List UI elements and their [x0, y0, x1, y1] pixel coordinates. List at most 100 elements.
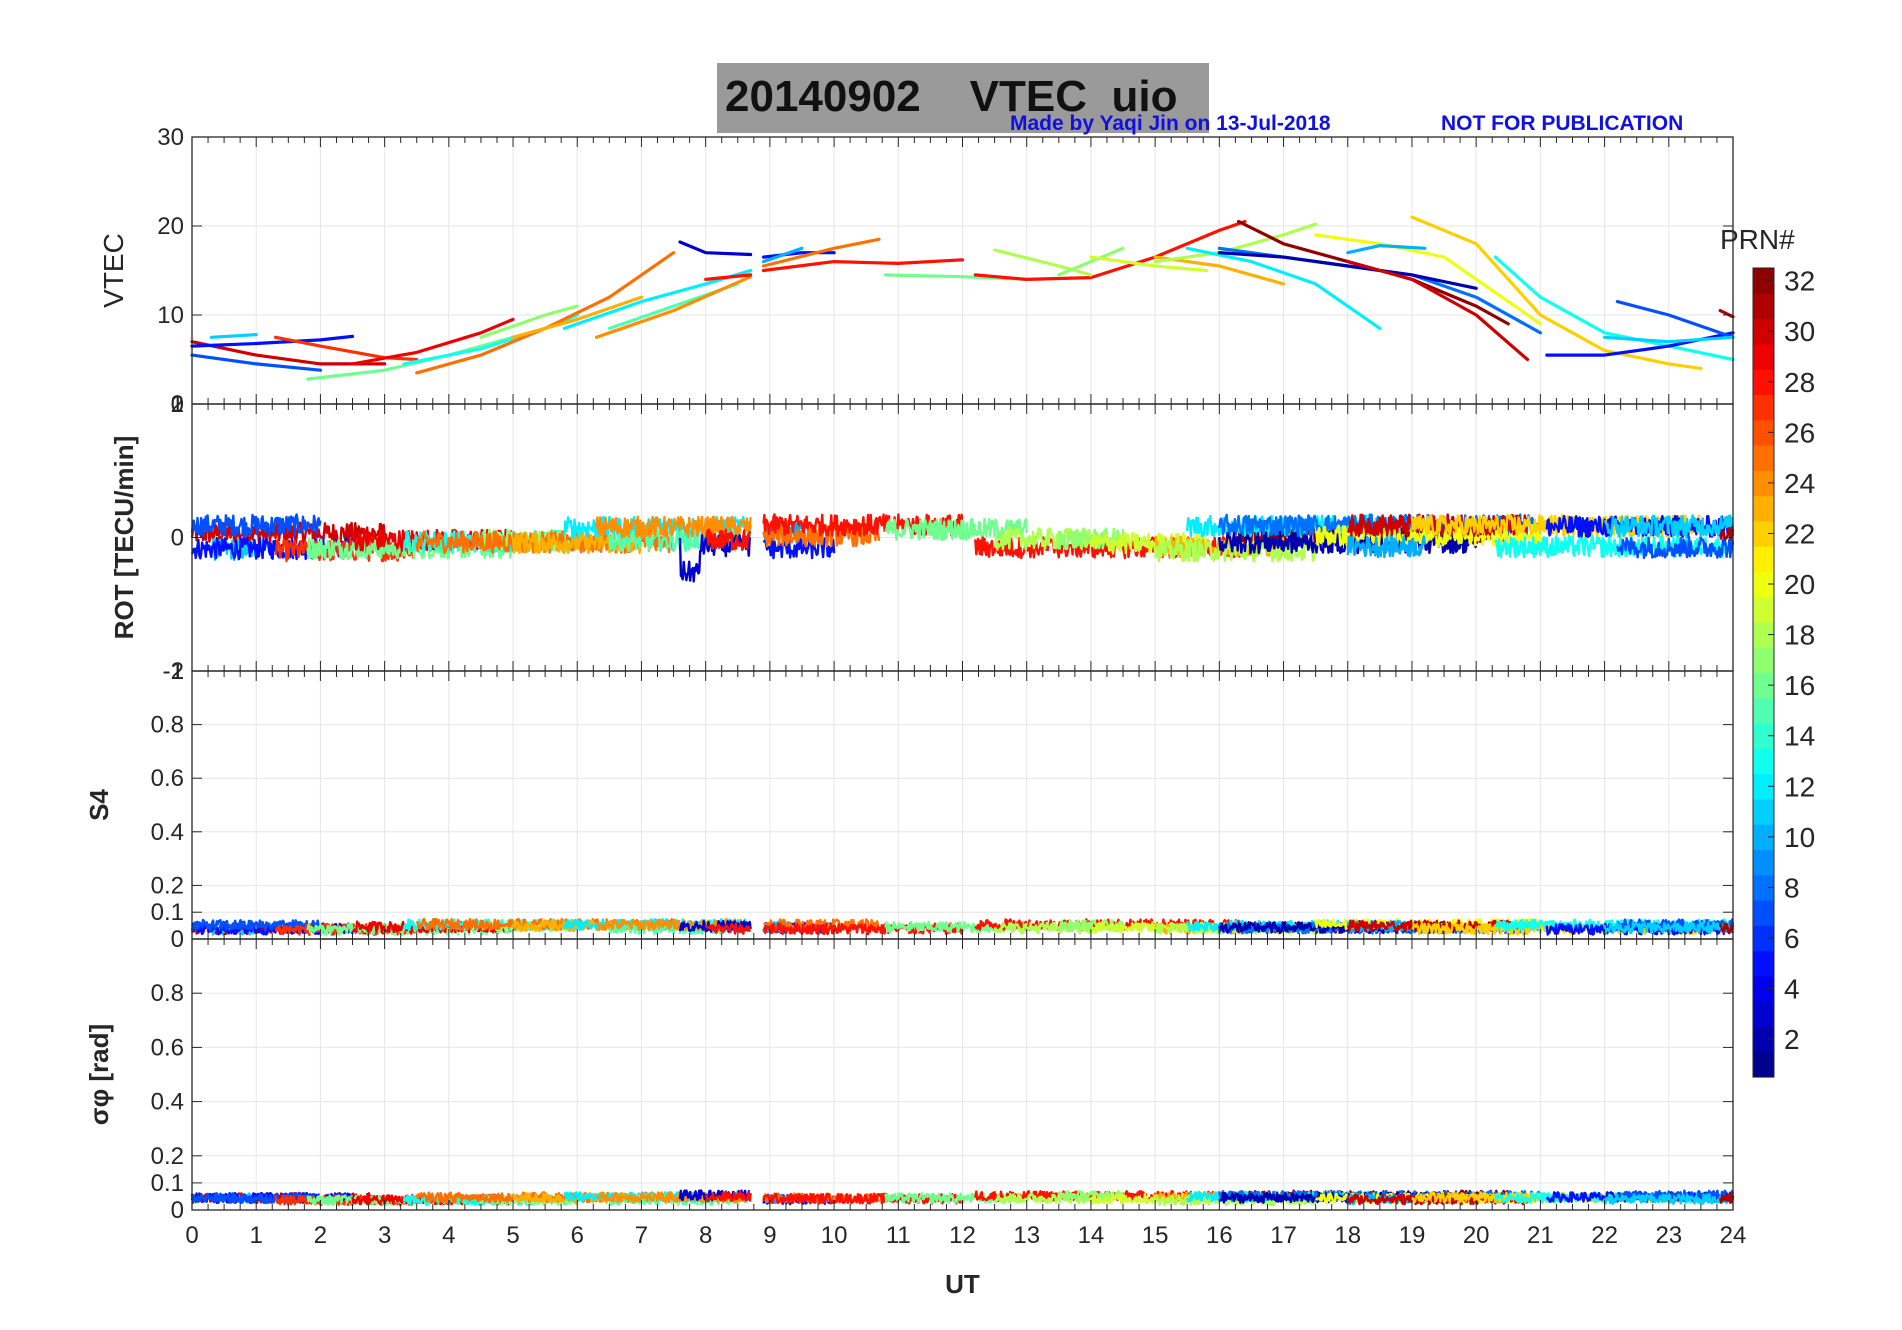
y-tick-label: 10: [157, 302, 184, 329]
colorbar-segment: [1753, 343, 1774, 370]
vtec-line-prn-11: [209, 333, 258, 339]
colorbar-segment: [1753, 546, 1774, 572]
x-tick-label: 18: [1334, 1222, 1361, 1249]
rot-trace-prn-11: [1603, 514, 1735, 538]
colorbar-tick-label: 18: [1784, 620, 1815, 651]
x-tick-label: 5: [506, 1222, 519, 1249]
y-tick-label: 0: [171, 391, 184, 418]
colorbar-segment: [1753, 748, 1774, 775]
sig-x-ticks: [191, 939, 1734, 1210]
s4-trace-prn-31: [1719, 922, 1735, 934]
x-tick-label: 6: [571, 1222, 584, 1249]
s4-trace-prn-24: [596, 918, 752, 932]
colorbar-segment: [1753, 369, 1774, 396]
x-tick-label: 16: [1206, 1222, 1233, 1249]
x-tick-label: 17: [1270, 1222, 1297, 1249]
panel-s4: 00.10.2 0.4 0.6 0.8 1 S4: [84, 658, 1735, 953]
x-tick-label: 1: [250, 1222, 263, 1249]
x-tick-label: 10: [821, 1222, 848, 1249]
x-tick-label: 8: [699, 1222, 712, 1249]
y-tick-label-overlap: -2: [163, 658, 184, 685]
colorbar-segment: [1753, 773, 1774, 800]
colorbar-segment: [1753, 571, 1774, 598]
x-tick-label: 21: [1527, 1222, 1554, 1249]
rot-y-label: ROT [TECU/min]: [109, 436, 139, 640]
x-tick-label: 22: [1591, 1222, 1618, 1249]
x-axis-label: UT: [945, 1269, 980, 1299]
colorbar-tick-label: 2: [1784, 1024, 1800, 1055]
colorbar-segment: [1753, 798, 1774, 825]
colorbar-segment: [1753, 495, 1774, 522]
colorbar-tick-label: 26: [1784, 417, 1815, 448]
colorbar-tick-label: 12: [1784, 771, 1815, 802]
x-tick-label: 4: [442, 1222, 455, 1249]
colorbar-segment: [1753, 1001, 1774, 1028]
vtec-line-prn-11: [1602, 335, 1735, 344]
colorbar-segment: [1753, 647, 1774, 674]
colorbar-tick-label: 20: [1784, 569, 1815, 600]
vtec-line-prn-23: [511, 295, 644, 339]
colorbar-frame: [1752, 267, 1775, 1078]
s4-gridlines: [192, 671, 1733, 939]
rot-trace-prn-18: [1153, 539, 1317, 563]
colorbar-segment: [1753, 925, 1774, 952]
y-tick-label: 0: [171, 926, 184, 953]
x-tick-labels: 0 1 2 3 4 5 6 7 8 9 10 11 12 13 14 15 16 17 18 19 20 21 22 23 24: [185, 1222, 1746, 1249]
panel-vtec: 0 10 20 30 VTEC: [98, 124, 1735, 418]
colorbar-segment: [1753, 318, 1774, 345]
x-tick-label: 2: [314, 1222, 327, 1249]
vtec-line-prn-12: [1185, 246, 1382, 330]
colorbar-segment: [1753, 1051, 1774, 1078]
vtec-line-prn-28: [973, 219, 1247, 281]
colorbar-segment: [1753, 596, 1774, 623]
y-tick-label: 30: [157, 124, 184, 151]
x-tick-label: 11: [886, 1222, 911, 1249]
vtec-line-prn-29: [350, 317, 515, 366]
s4-trace-prn-28: [763, 922, 964, 936]
y-tick-label: 0.1: [151, 1170, 184, 1197]
vtec-line-prn-28: [761, 258, 965, 273]
s4-y-label: S4: [84, 789, 114, 821]
colorbar-tick-label: 6: [1784, 923, 1800, 954]
credit-author: Made by Yaqi Jin on 13-Jul-2018: [1010, 112, 1331, 135]
x-tick-label: 3: [378, 1222, 391, 1249]
vtec-line-prn-17: [479, 304, 579, 339]
vtec-line-prn-30: [1346, 260, 1530, 362]
vtec-line-prn-13: [402, 313, 579, 366]
colorbar-segment: [1753, 520, 1774, 547]
vtec-line-prn-18: [992, 248, 1093, 277]
vtec-x-ticks: [191, 137, 1734, 404]
x-tick-label: 19: [1399, 1222, 1426, 1249]
y-tick-label: 0.4: [151, 1089, 184, 1116]
vtec-line-prn-7: [1615, 300, 1735, 339]
rot-trace-prn-7: [1616, 535, 1735, 560]
vtec-gridlines: [192, 137, 1733, 404]
vtec-line-prn-25: [761, 237, 881, 268]
vtec-line-prn-17: [1057, 246, 1125, 277]
title-box: [717, 63, 1209, 133]
rot-trace-prn-7: [190, 513, 322, 537]
y-tick-label: 0: [171, 1197, 184, 1224]
colorbar-tick-label: 14: [1784, 721, 1815, 752]
rot-series: [190, 513, 1735, 583]
y-tick-label: 0.6: [151, 1034, 184, 1061]
colorbar-segment: [1753, 268, 1774, 294]
colorbar-segment: [1753, 444, 1774, 471]
colorbar-segment: [1753, 394, 1774, 421]
sig-trace-prn-31: [1719, 1192, 1735, 1204]
vtec-line-prn-19: [1089, 255, 1209, 273]
credit-notice: NOT FOR PUBLICATION: [1441, 112, 1684, 135]
y-tick-label: 0.8: [151, 712, 184, 739]
rot-trace-prn-10: [1346, 534, 1426, 559]
x-tick-label: 20: [1463, 1222, 1490, 1249]
colorbar-segment: [1753, 849, 1774, 876]
y-tick-label: 0.8: [151, 980, 184, 1007]
colorbar-segment: [1753, 950, 1774, 977]
colorbar-segment: [1753, 900, 1774, 926]
colorbar-segment: [1753, 723, 1774, 749]
colorbar-tick-label: 32: [1784, 266, 1815, 297]
y-tick-label: 0: [171, 525, 184, 552]
vtec-line-prn-5: [190, 334, 355, 348]
x-tick-label: 13: [1013, 1222, 1040, 1249]
